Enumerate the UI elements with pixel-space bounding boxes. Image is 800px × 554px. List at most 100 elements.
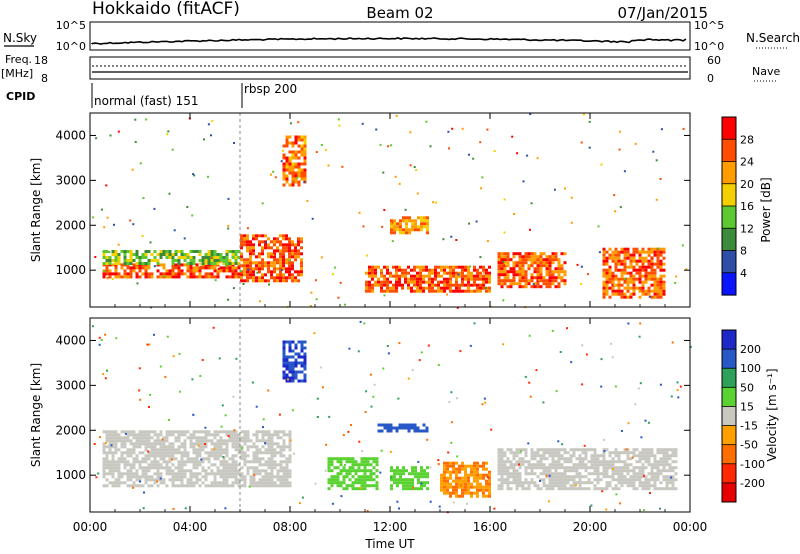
data-cell <box>650 262 654 266</box>
data-cell <box>279 249 282 253</box>
data-cell <box>644 454 648 458</box>
data-cell <box>252 478 256 482</box>
data-cell <box>551 460 555 464</box>
data-cell <box>596 454 600 458</box>
data-cell <box>515 469 519 473</box>
data-cell <box>515 487 519 491</box>
data-cell <box>222 475 226 479</box>
data-cell <box>402 228 405 232</box>
data-cell <box>425 429 429 433</box>
data-cell <box>411 228 414 232</box>
data-cell <box>399 219 402 223</box>
data-cell <box>159 275 163 279</box>
data-cell <box>231 454 235 458</box>
data-cell <box>638 295 642 299</box>
data-cell <box>530 258 534 262</box>
data-cell <box>605 508 608 511</box>
data-cell <box>132 451 136 455</box>
data-cell <box>267 261 270 265</box>
data-cell <box>156 439 160 443</box>
data-cell <box>213 269 217 273</box>
data-cell <box>404 274 407 278</box>
data-cell <box>288 379 292 383</box>
data-cell <box>297 180 301 184</box>
data-cell <box>450 235 453 238</box>
data-cell <box>156 442 160 446</box>
data-cell <box>415 285 417 288</box>
data-cell <box>180 269 184 273</box>
data-cell <box>410 423 414 427</box>
data-cell <box>419 277 422 281</box>
data-cell <box>149 241 152 244</box>
data-cell <box>174 259 178 262</box>
data-cell <box>449 485 452 489</box>
data-cell <box>548 276 552 280</box>
data-cell <box>605 463 609 467</box>
data-cell <box>123 250 127 253</box>
data-cell <box>632 253 636 257</box>
data-cell <box>488 289 491 293</box>
data-cell <box>195 442 199 446</box>
data-cell <box>177 436 181 440</box>
data-cell <box>222 430 226 434</box>
data-cell <box>611 487 615 491</box>
data-cell <box>126 272 130 276</box>
data-cell <box>476 494 479 498</box>
data-cell <box>165 451 169 455</box>
data-cell <box>617 268 621 272</box>
data-cell <box>156 433 160 437</box>
data-cell <box>608 286 612 290</box>
data-cell <box>482 494 485 498</box>
data-cell <box>288 349 292 353</box>
data-cell <box>279 273 282 277</box>
data-cell <box>282 448 286 452</box>
data-cell <box>605 256 609 260</box>
data-cell <box>605 274 609 278</box>
data-cell <box>393 219 396 223</box>
data-cell <box>542 469 546 473</box>
data-cell <box>192 463 196 467</box>
data-cell <box>299 502 301 505</box>
data-cell <box>105 433 109 437</box>
data-cell <box>572 451 576 455</box>
data-cell <box>626 448 630 452</box>
data-cell <box>331 502 334 505</box>
data-cell <box>139 480 141 483</box>
data-cell <box>512 264 516 268</box>
data-cell <box>129 448 133 452</box>
data-cell <box>291 165 295 169</box>
data-cell <box>455 280 458 284</box>
data-cell <box>617 451 621 455</box>
data-cell <box>635 268 639 272</box>
data-cell <box>657 247 660 250</box>
data-cell <box>515 454 519 458</box>
data-cell <box>584 481 588 485</box>
data-cell <box>264 273 267 277</box>
data-cell <box>183 484 187 488</box>
data-cell <box>210 442 214 446</box>
data-cell <box>291 373 295 377</box>
data-cell <box>237 445 241 449</box>
data-cell <box>512 261 516 265</box>
data-cell <box>282 460 286 464</box>
data-cell <box>608 271 612 275</box>
data-cell <box>470 467 473 471</box>
data-cell <box>411 481 414 485</box>
data-cell <box>662 250 666 254</box>
data-cell <box>390 225 393 229</box>
data-cell <box>186 469 190 473</box>
data-cell <box>506 270 510 274</box>
data-cell <box>173 229 176 232</box>
data-cell <box>428 286 431 290</box>
data-cell <box>554 258 558 262</box>
data-cell <box>255 481 259 485</box>
data-cell <box>461 280 464 284</box>
data-cell <box>599 487 603 491</box>
data-cell <box>476 488 479 492</box>
data-cell <box>240 484 244 488</box>
data-cell <box>97 472 100 475</box>
data-cell <box>339 472 343 476</box>
data-cell <box>285 376 289 380</box>
data-cell <box>626 478 630 482</box>
data-cell <box>632 274 636 278</box>
